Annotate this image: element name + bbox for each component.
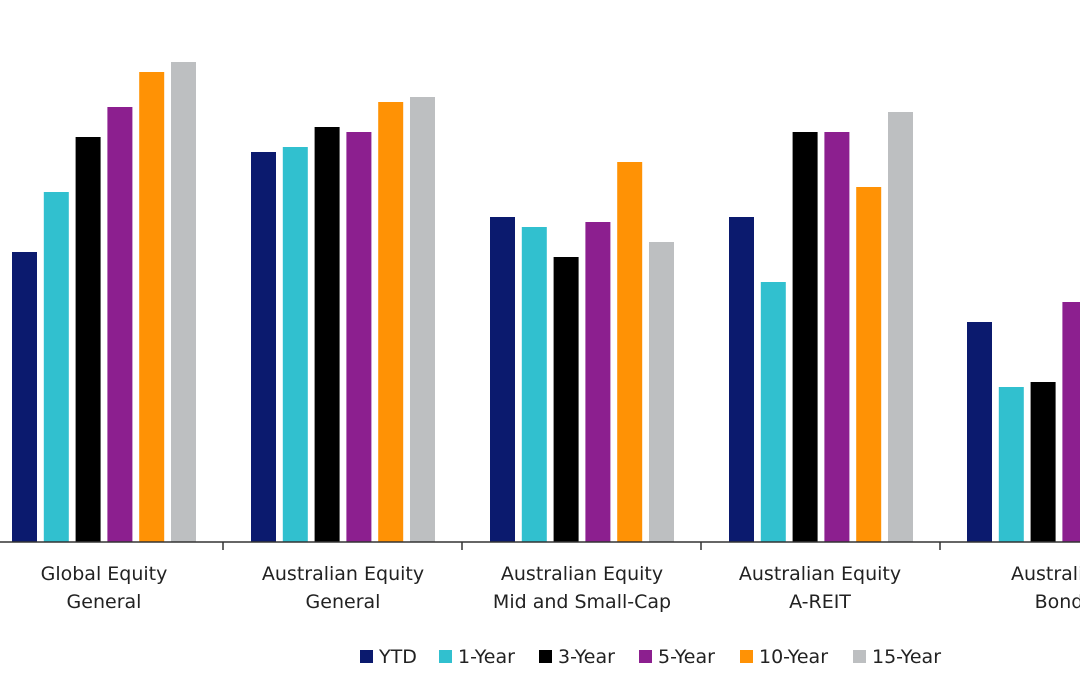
bar-10-year-cat-1 — [378, 102, 404, 542]
category-label: General — [306, 591, 381, 613]
legend-label: 3-Year — [558, 646, 615, 668]
bar-5-year-cat-0 — [107, 107, 133, 542]
bar-3-year-cat-1 — [314, 127, 340, 542]
category-label: General — [67, 591, 142, 613]
bar-5-year-cat-1 — [346, 132, 372, 542]
bar-5-year-cat-3 — [824, 132, 850, 542]
bar-15-year-cat-3 — [888, 112, 913, 542]
legend-label: 5-Year — [658, 646, 715, 668]
bar-15-year-cat-1 — [410, 97, 435, 542]
bar-3-year-cat-2 — [553, 257, 579, 542]
bar-15-year-cat-2 — [649, 242, 674, 542]
legend-swatch-3-year — [539, 650, 552, 663]
bar-ytd-cat-3 — [729, 217, 754, 542]
legend-label: 1-Year — [458, 646, 515, 668]
bar-3-year-cat-3 — [792, 132, 818, 542]
bar-15-year-cat-0 — [171, 62, 196, 542]
category-label: A-REIT — [789, 591, 851, 613]
legend-swatch-1-year — [439, 650, 452, 663]
category-label: Australian — [1011, 563, 1080, 585]
bars-group — [12, 62, 1080, 542]
bar-3-year-cat-4 — [1030, 382, 1056, 542]
bar-ytd-cat-0 — [12, 252, 37, 542]
category-label: Mid and Small-Cap — [493, 591, 671, 613]
legend-label: 15-Year — [872, 646, 941, 668]
bar-ytd-cat-2 — [490, 217, 515, 542]
category-label: Australian Equity — [501, 563, 663, 585]
bar-1-year-cat-3 — [760, 282, 786, 542]
bar-ytd-cat-1 — [251, 152, 276, 542]
legend-swatch-5-year — [639, 650, 652, 663]
x-axis-ticks — [222, 542, 941, 550]
legend-swatch-ytd — [360, 650, 373, 663]
legend-label: YTD — [378, 646, 417, 668]
legend-label: 10-Year — [759, 646, 828, 668]
category-label: Bond — [1035, 591, 1080, 613]
bar-10-year-cat-2 — [617, 162, 643, 542]
bar-ytd-cat-4 — [967, 322, 992, 542]
legend-swatch-10-year — [740, 650, 753, 663]
bar-1-year-cat-1 — [282, 147, 308, 542]
bar-1-year-cat-0 — [43, 192, 69, 542]
bar-10-year-cat-3 — [856, 187, 882, 542]
bar-5-year-cat-4 — [1062, 302, 1080, 542]
category-labels: Global Equity General Australian Equity Gen… — [41, 563, 1080, 613]
legend-swatch-15-year — [853, 650, 866, 663]
legend: YTD 1-Year 3-Year 5-Year 10-Year 15-Year — [360, 646, 941, 668]
bar-1-year-cat-4 — [998, 387, 1024, 542]
bar-10-year-cat-0 — [139, 72, 165, 542]
category-label: Global Equity — [41, 563, 168, 585]
category-label: Australian Equity — [262, 563, 424, 585]
bar-3-year-cat-0 — [75, 137, 101, 542]
bar-1-year-cat-2 — [521, 227, 547, 542]
bar-5-year-cat-2 — [585, 222, 611, 542]
category-label: Australian Equity — [739, 563, 901, 585]
